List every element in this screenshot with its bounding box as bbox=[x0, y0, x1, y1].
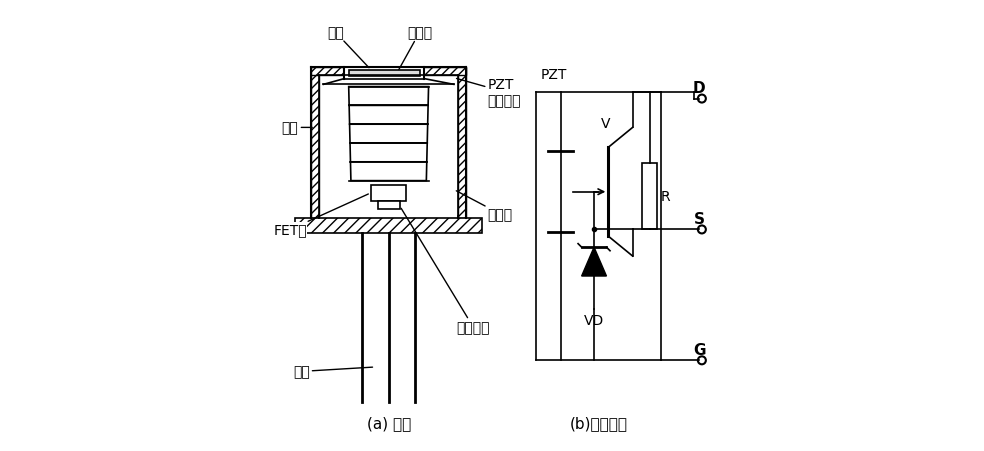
Text: 滤光片: 滤光片 bbox=[399, 26, 432, 70]
Bar bbox=[459, 69, 466, 219]
Text: FET管: FET管 bbox=[274, 194, 368, 237]
Text: G: G bbox=[693, 342, 706, 357]
Text: R: R bbox=[661, 190, 671, 204]
Polygon shape bbox=[350, 162, 427, 181]
Polygon shape bbox=[350, 144, 427, 162]
Polygon shape bbox=[582, 248, 606, 276]
Polygon shape bbox=[349, 106, 428, 125]
Text: 电路元件: 电路元件 bbox=[401, 209, 490, 334]
Bar bbox=[344, 69, 424, 79]
Bar bbox=[371, 186, 406, 201]
Text: PZT: PZT bbox=[541, 68, 567, 82]
Bar bbox=[643, 164, 656, 230]
Bar bbox=[311, 69, 466, 76]
Text: (a) 结构: (a) 结构 bbox=[366, 415, 410, 430]
Text: PZT
热电元件: PZT 热电元件 bbox=[457, 78, 522, 108]
Text: 引脚: 引脚 bbox=[293, 364, 373, 378]
Bar bbox=[311, 69, 319, 219]
Bar bbox=[378, 202, 400, 210]
Text: 支承环: 支承环 bbox=[457, 191, 513, 221]
Bar bbox=[295, 219, 482, 233]
Polygon shape bbox=[349, 125, 428, 144]
Text: (b)内部电路: (b)内部电路 bbox=[570, 415, 628, 430]
Text: 窗口: 窗口 bbox=[327, 26, 369, 69]
Text: D: D bbox=[693, 81, 706, 96]
Bar bbox=[348, 70, 420, 77]
Polygon shape bbox=[348, 87, 429, 106]
Text: VD: VD bbox=[584, 314, 604, 328]
Text: S: S bbox=[694, 212, 705, 226]
Text: 外壳: 外壳 bbox=[281, 121, 312, 135]
Text: V: V bbox=[601, 117, 611, 131]
